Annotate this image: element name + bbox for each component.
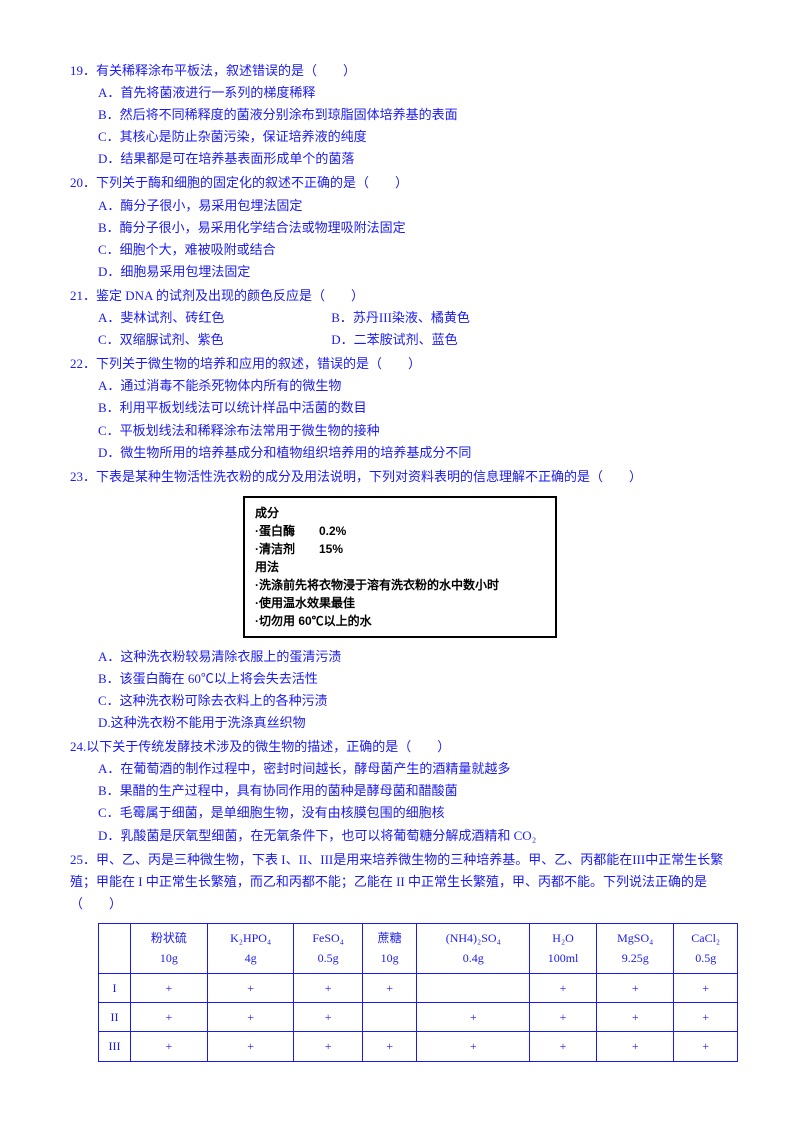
th-4: (NH4)₂SO₄0.4g <box>417 923 530 973</box>
box-line-4: 用法 <box>255 558 545 576</box>
table-row: II + + + + + + + <box>99 1003 738 1032</box>
cell: + <box>130 973 207 1002</box>
cell: + <box>294 973 363 1002</box>
q20-opt-a: A．酶分子很小，易采用包埋法固定 <box>98 195 730 217</box>
q22-opt-d: D．微生物所用的培养基成分和植物组织培养用的培养基成分不同 <box>98 442 730 464</box>
question-25: 25．甲、乙、丙是三种微生物，下表 I、II、III是用来培养微生物的三种培养基… <box>70 849 730 1062</box>
q23-opt-a: A．这种洗衣粉较易清除衣服上的蛋清污渍 <box>98 646 730 668</box>
q22-options: A．通过消毒不能杀死物体内所有的微生物 B．利用平板划线法可以统计样品中活菌的数… <box>70 375 730 463</box>
cell: + <box>597 1003 674 1032</box>
table-row: I + + + + + + + <box>99 973 738 1002</box>
detergent-info-box: 成分 ·蛋白酶 0.2% ·清洁剂 15% 用法 ·洗涤前先将衣物浸于溶有洗衣粉… <box>243 496 557 638</box>
q20-stem: 20．下列关于酶和细胞的固定化的叙述不正确的是（ ） <box>70 172 730 194</box>
q21-options: A．斐林试剂、砖红色 B．苏丹III染液、橘黄色 C．双缩脲试剂、紫色 D．二苯… <box>70 307 730 351</box>
q24-opt-d: D．乳酸菌是厌氧型细菌，在无氧条件下，也可以将葡萄糖分解成酒精和 CO₂ <box>98 825 730 847</box>
question-24: 24.以下关于传统发酵技术涉及的微生物的描述，正确的是（ ） A．在葡萄酒的制作… <box>70 736 730 846</box>
cell: + <box>207 1032 293 1061</box>
q23-opt-c: C．这种洗衣粉可除去衣料上的各种污渍 <box>98 690 730 712</box>
cell: + <box>130 1003 207 1032</box>
cell: + <box>417 1003 530 1032</box>
q22-opt-a: A．通过消毒不能杀死物体内所有的微生物 <box>98 375 730 397</box>
q24-options: A．在葡萄酒的制作过程中，密封时间越长，酵母菌产生的酒精量就越多 B．果醋的生产… <box>70 758 730 846</box>
q24-opt-c: C．毛霉属于细菌，是单细胞生物，没有由核膜包围的细胞核 <box>98 802 730 824</box>
q22-stem: 22．下列关于微生物的培养和应用的叙述，错误的是（ ） <box>70 353 730 375</box>
question-19: 19．有关稀释涂布平板法，叙述错误的是（ ） A．首先将菌液进行一系列的梯度稀释… <box>70 60 730 170</box>
q21-opt-c: C．双缩脲试剂、紫色 <box>98 329 328 351</box>
cell: + <box>530 973 597 1002</box>
row-label: III <box>99 1032 131 1061</box>
box-line-1: 成分 <box>255 504 545 522</box>
culture-media-table: 粉状硫10g K₂HPO₄4g FeSO₄0.5g 蔗糖10g (NH4)₂SO… <box>98 923 738 1062</box>
cell: + <box>207 1003 293 1032</box>
question-21: 21．鉴定 DNA 的试剂及出现的颜色反应是（ ） A．斐林试剂、砖红色 B．苏… <box>70 285 730 351</box>
question-20: 20．下列关于酶和细胞的固定化的叙述不正确的是（ ） A．酶分子很小，易采用包埋… <box>70 172 730 282</box>
q21-opt-b: B．苏丹III染液、橘黄色 <box>331 310 470 325</box>
cell: + <box>674 1003 738 1032</box>
q19-opt-c: C．其核心是防止杂菌污染，保证培养液的纯度 <box>98 126 730 148</box>
cell: + <box>674 973 738 1002</box>
cell: + <box>362 1032 416 1061</box>
q22-opt-b: B．利用平板划线法可以统计样品中活菌的数目 <box>98 397 730 419</box>
q20-opt-d: D．细胞易采用包埋法固定 <box>98 261 730 283</box>
row-label: I <box>99 973 131 1002</box>
q20-opt-b: B．酶分子很小，易采用化学结合法或物理吸附法固定 <box>98 217 730 239</box>
table-header-row: 粉状硫10g K₂HPO₄4g FeSO₄0.5g 蔗糖10g (NH4)₂SO… <box>99 923 738 973</box>
cell: + <box>294 1003 363 1032</box>
q24-opt-b: B．果醋的生产过程中，具有协同作用的菌种是酵母菌和醋酸菌 <box>98 780 730 802</box>
q24-opt-a: A．在葡萄酒的制作过程中，密封时间越长，酵母菌产生的酒精量就越多 <box>98 758 730 780</box>
box-line-2: ·蛋白酶 0.2% <box>255 522 545 540</box>
cell: + <box>597 1032 674 1061</box>
th-3: 蔗糖10g <box>362 923 416 973</box>
box-line-5: ·洗涤前先将衣物浸于溶有洗衣粉的水中数小时 <box>255 576 545 594</box>
q19-stem: 19．有关稀释涂布平板法，叙述错误的是（ ） <box>70 60 730 82</box>
q19-opt-a: A．首先将菌液进行一系列的梯度稀释 <box>98 82 730 104</box>
cell <box>417 973 530 1002</box>
th-5: H₂O100ml <box>530 923 597 973</box>
q25-stem: 25．甲、乙、丙是三种微生物，下表 I、II、III是用来培养微生物的三种培养基… <box>70 849 730 915</box>
cell: + <box>417 1032 530 1061</box>
cell: + <box>674 1032 738 1061</box>
cell: + <box>362 973 416 1002</box>
q23-stem: 23．下表是某种生物活性洗衣粉的成分及用法说明，下列对资料表明的信息理解不正确的… <box>70 466 730 488</box>
q19-options: A．首先将菌液进行一系列的梯度稀释 B．然后将不同稀释度的菌液分别涂布到琼脂固体… <box>70 82 730 170</box>
question-23: 23．下表是某种生物活性洗衣粉的成分及用法说明，下列对资料表明的信息理解不正确的… <box>70 466 730 734</box>
cell: + <box>294 1032 363 1061</box>
q19-opt-b: B．然后将不同稀释度的菌液分别涂布到琼脂固体培养基的表面 <box>98 104 730 126</box>
question-22: 22．下列关于微生物的培养和应用的叙述，错误的是（ ） A．通过消毒不能杀死物体… <box>70 353 730 463</box>
cell: + <box>130 1032 207 1061</box>
th-2: FeSO₄0.5g <box>294 923 363 973</box>
cell: + <box>530 1003 597 1032</box>
row-label: II <box>99 1003 131 1032</box>
q20-opt-c: C．细胞个大，难被吸附或结合 <box>98 239 730 261</box>
cell: + <box>207 973 293 1002</box>
th-blank <box>99 923 131 973</box>
th-6: MgSO₄9.25g <box>597 923 674 973</box>
q23-opt-b: B．该蛋白酶在 60℃以上将会失去活性 <box>98 668 730 690</box>
q19-opt-d: D．结果都是可在培养基表面形成单个的菌落 <box>98 148 730 170</box>
th-0: 粉状硫10g <box>130 923 207 973</box>
q21-opt-a: A．斐林试剂、砖红色 <box>98 307 328 329</box>
box-line-7: ·切勿用 60℃以上的水 <box>255 612 545 630</box>
q21-stem: 21．鉴定 DNA 的试剂及出现的颜色反应是（ ） <box>70 285 730 307</box>
th-1: K₂HPO₄4g <box>207 923 293 973</box>
q20-options: A．酶分子很小，易采用包埋法固定 B．酶分子很小，易采用化学结合法或物理吸附法固… <box>70 195 730 283</box>
box-line-3: ·清洁剂 15% <box>255 540 545 558</box>
cell: + <box>530 1032 597 1061</box>
cell: + <box>597 973 674 1002</box>
q23-opt-d: D.这种洗衣粉不能用于洗涤真丝织物 <box>98 712 730 734</box>
q24-stem: 24.以下关于传统发酵技术涉及的微生物的描述，正确的是（ ） <box>70 736 730 758</box>
table-row: III + + + + + + + + <box>99 1032 738 1061</box>
q22-opt-c: C．平板划线法和稀释涂布法常用于微生物的接种 <box>98 420 730 442</box>
q21-opt-d: D．二苯胺试剂、蓝色 <box>331 332 457 347</box>
th-7: CaCl₂0.5g <box>674 923 738 973</box>
box-line-6: ·使用温水效果最佳 <box>255 594 545 612</box>
q23-options: A．这种洗衣粉较易清除衣服上的蛋清污渍 B．该蛋白酶在 60℃以上将会失去活性 … <box>70 646 730 734</box>
cell <box>362 1003 416 1032</box>
